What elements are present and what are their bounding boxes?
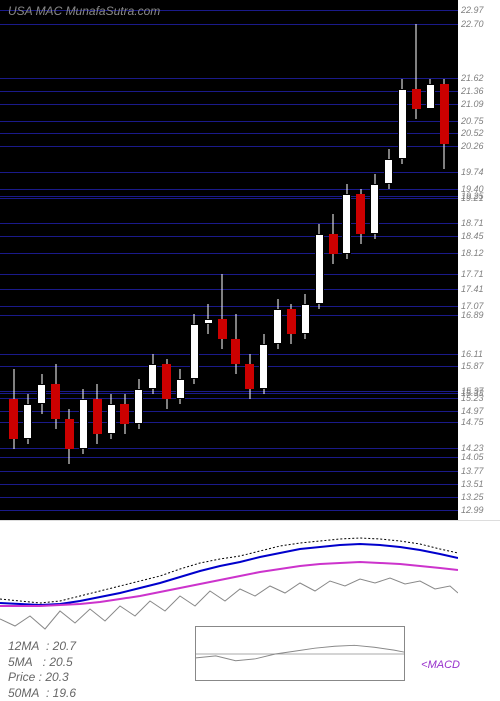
y-axis-label: 18.12 — [461, 248, 484, 258]
stat-row: Price : 20.3 — [8, 670, 76, 686]
y-axis-label: 17.71 — [461, 269, 484, 279]
y-axis-label: 19.21 — [461, 193, 484, 203]
y-axis-label: 15.23 — [461, 393, 484, 403]
live-macd-label: <MACD — [421, 659, 460, 672]
y-axis-label: 13.51 — [461, 479, 484, 489]
y-axis-label: 21.62 — [461, 73, 484, 83]
y-axis-label: 14.75 — [461, 417, 484, 427]
y-axis-label: 21.36 — [461, 86, 484, 96]
y-axis-label: 22.97 — [461, 5, 484, 15]
macd-inset — [195, 626, 405, 681]
stats-block: 12MA : 20.75MA : 20.5Price : 20.350MA : … — [8, 639, 76, 701]
y-axis-label: 14.97 — [461, 406, 484, 416]
y-axis-label: 20.52 — [461, 128, 484, 138]
macd-line-magenta — [0, 562, 458, 606]
macd-line-dotted — [0, 538, 458, 603]
candles-layer — [0, 0, 458, 520]
macd-line-blue — [0, 544, 458, 605]
candle-panel — [0, 0, 458, 520]
macd-inset-line — [196, 627, 404, 680]
y-axis-label: 22.70 — [461, 19, 484, 29]
y-axis-label: 14.05 — [461, 452, 484, 462]
y-axis: 22.97 22.70 21.62 21.36 21.09 20.75 20.52 20.26… — [458, 0, 500, 520]
y-axis-label: 20.75 — [461, 116, 484, 126]
y-axis-label: 18.45 — [461, 231, 484, 241]
chart-title: USA MAC MunafaSutra.com — [8, 4, 160, 18]
stock-chart-container: USA MAC MunafaSutra.com 22.9722.7021.622… — [0, 0, 500, 700]
y-axis-label: 16.89 — [461, 310, 484, 320]
y-axis-label: 17.41 — [461, 284, 484, 294]
y-axis-label: 15.87 — [461, 361, 484, 371]
stat-row: 5MA : 20.5 — [8, 655, 76, 671]
y-axis-label: 21.09 — [461, 99, 484, 109]
y-axis-label: 19.74 — [461, 167, 484, 177]
y-axis-label: 20.26 — [461, 141, 484, 151]
stat-row: 12MA : 20.7 — [8, 639, 76, 655]
y-axis-label: 18.71 — [461, 218, 484, 228]
y-axis-label: 13.25 — [461, 492, 484, 502]
y-axis-label: 12.99 — [461, 505, 484, 515]
stat-row: 50MA : 19.6 — [8, 686, 76, 701]
y-axis-label: 13.77 — [461, 466, 484, 476]
macd-panel: 12MA : 20.75MA : 20.5Price : 20.350MA : … — [0, 520, 500, 700]
y-axis-label: 16.11 — [461, 349, 483, 359]
